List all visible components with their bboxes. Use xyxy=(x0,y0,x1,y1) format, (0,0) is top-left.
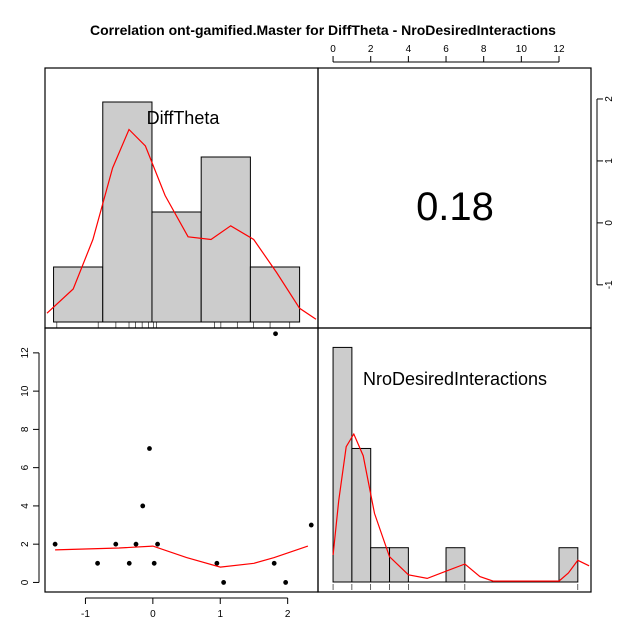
bottom-axis-tick-label: -1 xyxy=(81,609,90,620)
scatter-point xyxy=(95,560,100,566)
scatter-point xyxy=(52,541,58,547)
top-axis-tick-label: 4 xyxy=(406,44,412,55)
nrodesired-bar xyxy=(389,547,409,583)
scatter-panel xyxy=(52,331,314,585)
difftheta-bar xyxy=(102,101,153,323)
difftheta-histogram xyxy=(46,101,317,328)
scatter-point xyxy=(155,541,160,547)
scatter-point xyxy=(214,560,220,566)
top-axis-tick-label: 8 xyxy=(481,44,487,55)
scatter-point xyxy=(283,580,289,585)
panel-bottom-left-frame xyxy=(44,327,319,593)
right-axis-tick-label: -1 xyxy=(604,280,615,289)
scatter-point xyxy=(113,541,119,547)
nrodesired-histogram xyxy=(332,346,590,590)
right-axis-tick-label: 1 xyxy=(604,158,615,164)
scatter-point xyxy=(151,560,157,566)
bottom-axis-tick-label: 2 xyxy=(285,609,291,620)
top-axis-tick-label: 0 xyxy=(330,44,336,55)
scatter-point xyxy=(221,580,227,585)
right-axis-tick-label: 0 xyxy=(604,220,615,226)
difftheta-density-curve xyxy=(46,128,317,320)
scatter-point xyxy=(147,446,152,451)
scatter-point xyxy=(273,331,278,337)
top-axis-tick-label: 2 xyxy=(368,44,374,55)
right-axis-tick-label: 2 xyxy=(604,96,615,102)
left-axis-tick-label: 4 xyxy=(20,503,31,509)
scatter-point xyxy=(126,560,132,566)
correlation-value: 0.18 xyxy=(416,185,494,229)
nrodesired-bar xyxy=(332,346,353,583)
scatter-point xyxy=(271,560,277,566)
scatter-point xyxy=(140,503,146,509)
bottom-axis-tick-label: 0 xyxy=(150,609,156,620)
bottom-axis-tick-label: 1 xyxy=(217,609,223,620)
variable-label-difftheta: DiffTheta xyxy=(147,108,221,128)
top-axis-tick-label: 12 xyxy=(553,44,565,55)
left-axis-tick-label: 10 xyxy=(20,385,31,397)
panel-bottom-right-frame xyxy=(317,327,592,593)
top-axis-tick-label: 10 xyxy=(516,44,528,55)
scatter-point xyxy=(133,541,139,547)
variable-label-nrodesiredinteractions: NroDesiredInteractions xyxy=(363,369,547,389)
left-axis-tick-label: 2 xyxy=(20,541,31,547)
nrodesired-density-curve xyxy=(332,432,590,582)
nrodesired-bar xyxy=(351,447,372,583)
top-axis-tick-label: 6 xyxy=(443,44,449,55)
chart-title: Correlation ont-gamified.Master for Diff… xyxy=(90,22,556,38)
left-axis-tick-label: 6 xyxy=(20,464,31,470)
scatter-smooth-line xyxy=(55,545,309,568)
left-axis-tick-label: 8 xyxy=(20,426,31,432)
difftheta-bar xyxy=(249,266,301,323)
left-axis-tick-label: 0 xyxy=(20,579,31,585)
difftheta-bar xyxy=(151,211,202,323)
left-axis-tick-label: 12 xyxy=(20,347,31,359)
nrodesired-bar xyxy=(370,547,391,583)
scatter-point xyxy=(308,522,314,528)
